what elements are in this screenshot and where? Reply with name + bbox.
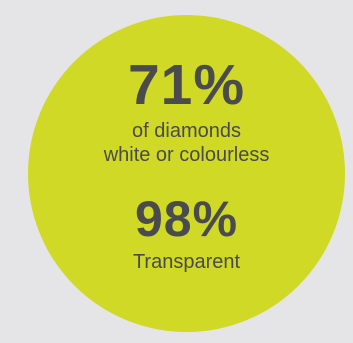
stat-caption-transparent: Transparent [28,250,345,274]
stat-caption-line: Transparent [132,251,241,273]
stat-value-white-or-colourless: 71% [127,53,246,117]
stat-value-transparent: 98% [134,191,239,247]
stat-caption-line: white or colourless [103,144,270,166]
stat-circle: 71% of diamonds white or colourless 98% … [28,15,345,332]
stat-caption-line: of diamonds [132,120,241,142]
stat-caption-white-or-colourless: of diamonds white or colourless [28,119,345,167]
